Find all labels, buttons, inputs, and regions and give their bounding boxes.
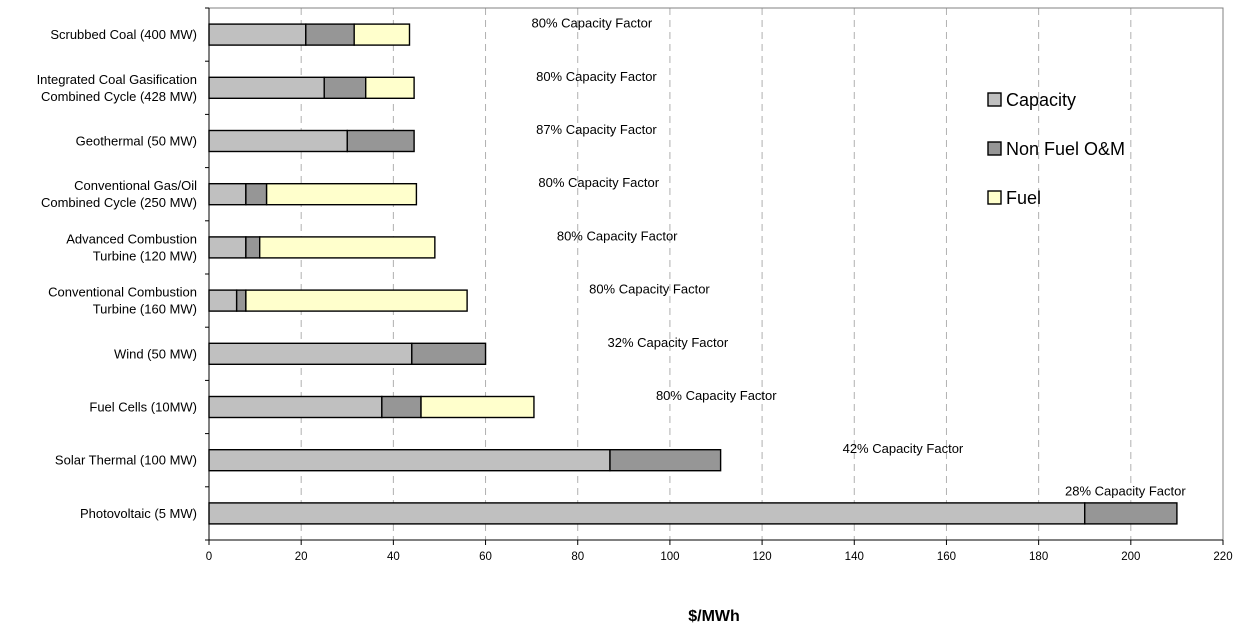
x-tick-label: 0 — [206, 551, 212, 563]
bar-segment-non-fuel-o-m — [346, 129, 415, 153]
category-label: Solar Thermal (100 MW) — [55, 453, 197, 468]
category-label: Conventional Combustion Turbine (160 MW) — [48, 285, 197, 317]
category-label: Fuel Cells (10MW) — [89, 400, 197, 415]
bar-segment-non-fuel-o-m — [245, 182, 268, 206]
bar-segment-non-fuel-o-m — [411, 342, 487, 365]
bar-segment-capacity — [208, 23, 307, 46]
x-tick-label: 140 — [845, 551, 864, 563]
bar-segment-non-fuel-o-m — [1084, 502, 1178, 525]
legend-entry: Capacity — [1006, 90, 1076, 110]
capacity-factor-label: 42% Capacity Factor — [843, 441, 964, 456]
bar-segment-capacity — [208, 182, 247, 206]
bars — [208, 23, 1178, 525]
x-tick-label: 40 — [387, 551, 400, 563]
capacity-factor-label: 32% Capacity Factor — [608, 335, 729, 350]
bar-segment-fuel — [420, 395, 535, 419]
bar-segment-fuel — [245, 289, 468, 312]
category-label: Geothermal (50 MW) — [76, 134, 197, 149]
bar-segment-fuel — [259, 236, 436, 259]
bar-segment-capacity — [208, 395, 383, 419]
capacity-factor-label: 80% Capacity Factor — [531, 16, 652, 31]
x-tick-label: 100 — [660, 551, 679, 563]
bar-segment-capacity — [208, 129, 348, 153]
capacity-factor-label: 80% Capacity Factor — [557, 228, 678, 243]
capacity-factor-label: 80% Capacity Factor — [656, 388, 777, 403]
bar-segment-fuel — [353, 23, 411, 46]
capacity-factor-label: 87% Capacity Factor — [536, 122, 657, 137]
x-tick-label: 20 — [295, 551, 308, 563]
bar-segment-non-fuel-o-m — [323, 76, 367, 100]
bar-segment-non-fuel-o-m — [235, 289, 247, 312]
capacity-factor-label: 80% Capacity Factor — [589, 282, 710, 297]
x-tick-label: 120 — [752, 551, 771, 563]
x-tick-label: 180 — [1029, 551, 1048, 563]
legend-swatch — [987, 190, 1002, 205]
bar-segment-capacity — [208, 236, 247, 259]
legend: Capacity Non Fuel O&M Fuel — [987, 90, 1125, 208]
bar-segment-capacity — [208, 342, 413, 365]
bar-segment-capacity — [208, 449, 611, 472]
legend-entry: Fuel — [1006, 188, 1041, 208]
category-label: Conventional Gas/Oil Combined Cycle (250 … — [41, 178, 197, 210]
category-label: Integrated Coal Gasification Combined Cyc… — [37, 72, 197, 104]
x-tick-label: 220 — [1213, 551, 1232, 563]
capacity-factor-label: 80% Capacity Factor — [538, 175, 659, 190]
bar-segment-non-fuel-o-m — [609, 449, 722, 472]
gridlines — [300, 8, 1132, 540]
bar-segment-capacity — [208, 502, 1086, 525]
capacity-factor-label: 80% Capacity Factor — [536, 69, 657, 84]
bar-segment-capacity — [208, 76, 325, 100]
category-label: Photovoltaic (5 MW) — [80, 506, 197, 521]
bar-segment-capacity — [208, 289, 238, 312]
legend-entry: Non Fuel O&M — [1006, 139, 1125, 159]
category-label: Advanced Combustion Turbine (120 MW) — [66, 231, 197, 263]
x-tick-label: 200 — [1121, 551, 1140, 563]
x-tick-label: 80 — [571, 551, 584, 563]
bar-segment-fuel — [365, 76, 415, 100]
x-tick-label: 160 — [937, 551, 956, 563]
bar-segment-non-fuel-o-m — [381, 395, 422, 419]
category-label: Scrubbed Coal (400 MW) — [50, 27, 197, 42]
bar-segment-non-fuel-o-m — [305, 23, 355, 46]
bar-segment-fuel — [265, 182, 418, 206]
x-tick-label: 60 — [479, 551, 492, 563]
capacity-factor-label: 28% Capacity Factor — [1065, 483, 1186, 498]
legend-swatch — [987, 141, 1002, 156]
capacity-factor-annotations: 80% Capacity Factor 80% Capacity Factor 87… — [531, 16, 1186, 499]
category-label: Wind (50 MW) — [114, 346, 197, 361]
bar-segment-non-fuel-o-m — [245, 236, 261, 259]
legend-swatch — [987, 92, 1002, 107]
axes: 0 20 40 60 80 100 120 140 160 180 200 220 Scrubbed C… — [37, 7, 1233, 563]
x-axis-label: $/MWh — [688, 608, 740, 625]
